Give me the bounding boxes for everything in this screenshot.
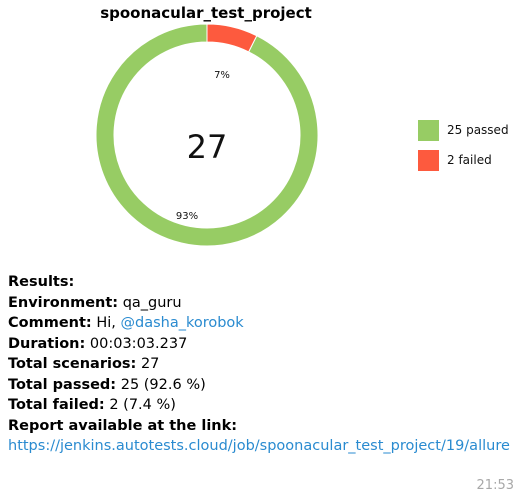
total-failed-line: Total failed: 2 (7.4 %) <box>8 395 516 416</box>
legend-item-failed: 2 failed <box>418 149 492 171</box>
total-failed-value: 2 (7.4 %) <box>109 397 176 413</box>
slice-pct-label-passed: 93% <box>176 211 198 222</box>
total-passed-value: 25 (92.6 %) <box>120 376 206 393</box>
environment-label: Environment: <box>8 294 119 311</box>
total-scenarios-value: 27 <box>140 356 160 372</box>
allure-chart-image[interactable]: 27 7% 93% spoonacular_test_project 25 pa… <box>0 0 522 265</box>
total-passed-label: Total passed: <box>8 376 117 393</box>
environment-line: Environment: qa_guru <box>8 293 516 314</box>
report-label: Report available at the link: <box>8 417 238 434</box>
center-total-label: 27 <box>187 128 228 166</box>
report-link[interactable]: https://jenkins.autotests.cloud/job/spoo… <box>8 438 510 454</box>
slice-pct-label-failed: 7% <box>214 70 230 81</box>
chart-title: spoonacular_test_project <box>100 4 312 22</box>
results-label: Results: <box>8 274 75 290</box>
duration-label: Duration: <box>8 335 86 352</box>
total-failed-label: Total failed: <box>8 397 105 413</box>
legend-item-passed: 25 passed <box>418 119 509 141</box>
message-text: Results: Environment: qa_guru Comment: H… <box>8 272 516 457</box>
user-mention-link[interactable]: @dasha_korobok <box>120 315 244 331</box>
total-scenarios-label: Total scenarios: <box>8 356 137 372</box>
legend-label-failed: 2 failed <box>447 153 492 167</box>
results-line: Results: <box>8 272 516 293</box>
legend-label-passed: 25 passed <box>447 123 509 137</box>
comment-label: Comment: <box>8 315 92 331</box>
environment-value: qa_guru <box>122 294 182 311</box>
legend-swatch-failed <box>418 149 439 171</box>
donut-slice-failed <box>206 23 258 53</box>
total-passed-line: Total passed: 25 (92.6 %) <box>8 375 516 396</box>
comment-line: Comment: Hi, @dasha_korobok <box>8 313 516 334</box>
donut-slice-passed <box>95 23 319 247</box>
donut-chart: 27 7% 93% <box>95 23 319 247</box>
message-timestamp: 21:53 <box>476 478 514 493</box>
total-scenarios-line: Total scenarios: 27 <box>8 354 516 375</box>
comment-prefix: Hi, <box>96 315 116 331</box>
report-line: Report available at the link: <box>8 416 516 437</box>
duration-line: Duration: 00:03:03.237 <box>8 334 516 355</box>
duration-value: 00:03:03.237 <box>89 335 188 352</box>
legend-swatch-passed <box>418 119 439 141</box>
